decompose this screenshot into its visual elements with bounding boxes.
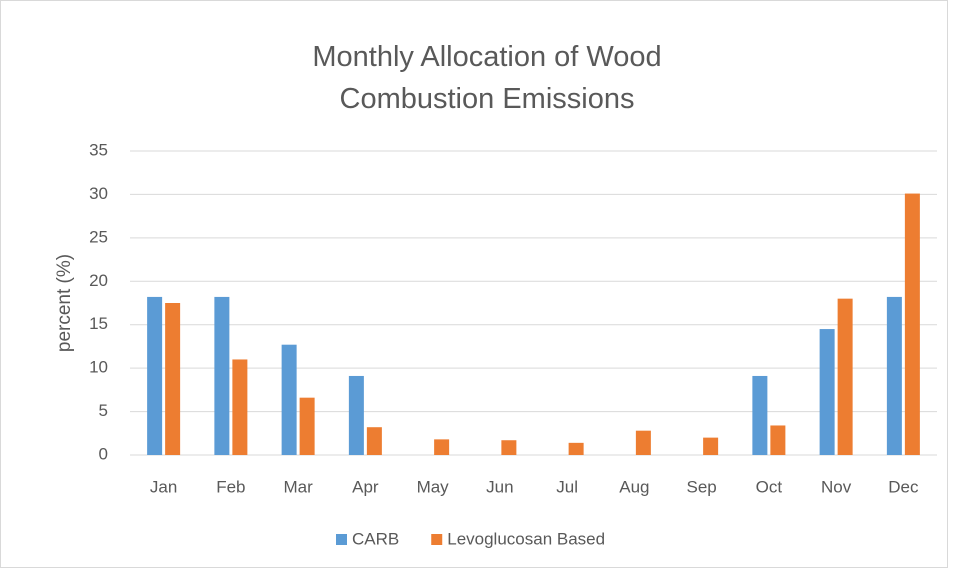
x-tick-label: Oct	[756, 477, 783, 496]
bar	[635, 430, 651, 455]
bar	[770, 425, 786, 455]
x-tick-label: Jan	[150, 477, 177, 496]
legend-label: CARB	[352, 529, 399, 548]
bar	[214, 296, 230, 455]
x-tick-label: May	[417, 477, 450, 496]
bar	[501, 440, 517, 455]
y-tick-label: 0	[99, 444, 108, 463]
x-tick-label: Feb	[216, 477, 245, 496]
bar	[886, 296, 902, 455]
bar	[703, 437, 719, 455]
x-tick-label: Sep	[687, 477, 717, 496]
bar	[165, 303, 181, 455]
y-tick-label: 15	[89, 314, 108, 333]
bar	[348, 375, 364, 455]
x-tick-label: Aug	[619, 477, 649, 496]
bar	[568, 442, 584, 455]
bar	[837, 298, 853, 455]
x-tick-label: Jun	[486, 477, 513, 496]
y-tick-label: 20	[89, 271, 108, 290]
y-tick-label: 30	[89, 184, 108, 203]
x-tick-label: Mar	[283, 477, 313, 496]
y-tick-label: 25	[89, 227, 108, 246]
y-tick-label: 10	[89, 358, 108, 377]
legend-swatch	[431, 534, 443, 545]
x-tick-label: Jul	[556, 477, 578, 496]
bar	[752, 375, 768, 455]
bar	[819, 329, 835, 455]
legend-swatch	[336, 534, 347, 545]
bar	[366, 427, 382, 455]
y-tick-label: 5	[99, 401, 108, 420]
legend-label: Levoglucosan Based	[447, 529, 605, 548]
bar	[904, 193, 920, 455]
bar	[232, 359, 248, 455]
y-tick-label: 35	[89, 140, 108, 159]
bar	[281, 344, 297, 455]
bar	[434, 439, 450, 455]
bar	[147, 296, 163, 455]
x-tick-label: Dec	[888, 477, 919, 496]
bar	[299, 397, 315, 455]
y-axis-label: percent (%)	[54, 254, 75, 352]
x-tick-label: Nov	[821, 477, 852, 496]
chart-title: Monthly Allocation of Wood Combustion Em…	[312, 41, 662, 115]
x-tick-label: Apr	[352, 477, 379, 496]
